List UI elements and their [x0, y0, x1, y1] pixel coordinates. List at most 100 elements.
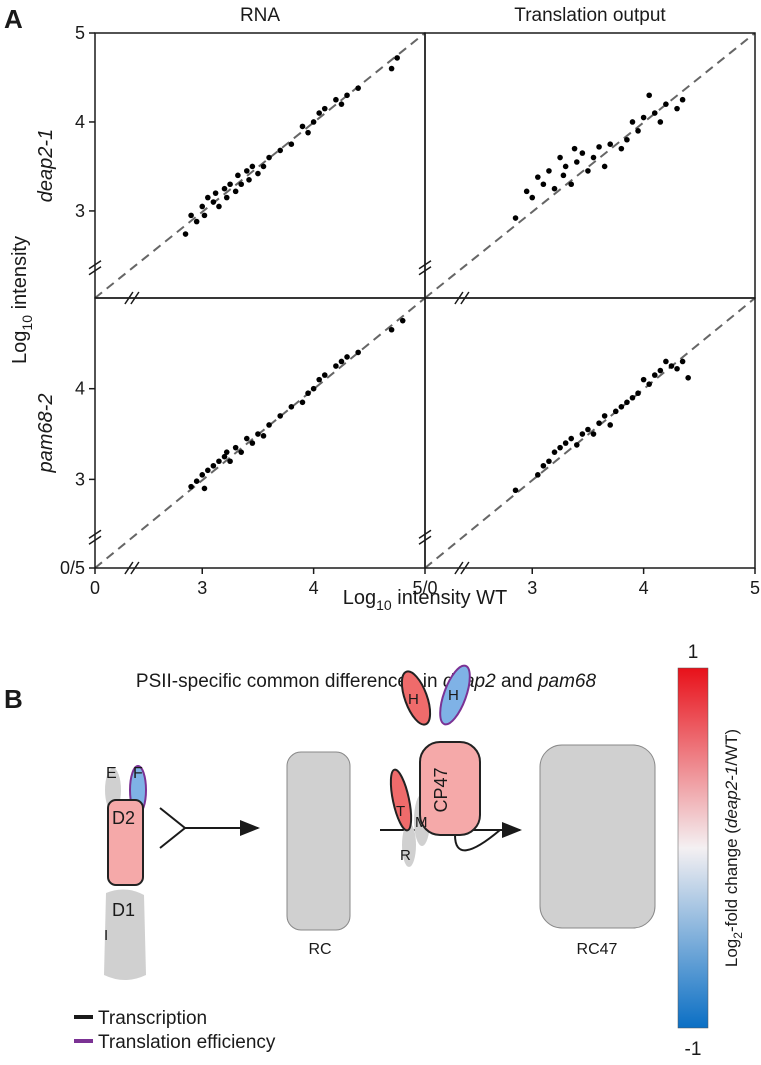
- point: [579, 431, 586, 437]
- point: [635, 128, 641, 134]
- axis-break: [130, 561, 140, 575]
- point: [571, 145, 578, 152]
- point: [238, 449, 245, 455]
- point: [310, 385, 317, 392]
- point: [607, 141, 614, 148]
- point: [199, 472, 206, 478]
- axis-break: [460, 561, 470, 575]
- subunit-cp47: [419, 741, 481, 836]
- node-label: H: [408, 691, 419, 708]
- node-label: F: [133, 765, 143, 782]
- node-label: D1: [112, 900, 135, 920]
- node-label: R: [400, 847, 411, 864]
- point: [668, 363, 675, 369]
- axis-break: [124, 561, 134, 575]
- axis-break: [418, 529, 432, 539]
- x-tick-label: 3: [197, 578, 207, 598]
- node-label: T: [396, 803, 405, 820]
- scatter-panel: 3 4 5 RNA deap2-1: [35, 5, 426, 305]
- node-label: H: [448, 687, 459, 704]
- point: [260, 163, 267, 170]
- point: [562, 163, 569, 170]
- point: [685, 375, 691, 381]
- colorbar-label: Log2-fold change (deap2-1/WT): [722, 729, 745, 967]
- point: [388, 326, 395, 333]
- node-label: CP47: [431, 767, 451, 812]
- point: [227, 181, 233, 188]
- point: [232, 188, 239, 195]
- point: [316, 376, 322, 383]
- subunit-h: [439, 664, 471, 726]
- point: [568, 435, 575, 442]
- point: [585, 168, 591, 174]
- point: [512, 487, 519, 494]
- node-label: I: [104, 927, 108, 944]
- node-label: M: [415, 814, 428, 831]
- colorbar-max: 1: [688, 642, 699, 663]
- point: [535, 174, 541, 180]
- point: [355, 85, 361, 91]
- axis-break: [88, 260, 102, 270]
- point: [305, 129, 311, 136]
- point: [316, 110, 322, 116]
- point: [624, 136, 630, 143]
- point: [618, 145, 625, 152]
- point: [238, 181, 245, 188]
- axis-break: [88, 529, 102, 539]
- point: [266, 422, 272, 428]
- point: [243, 435, 250, 442]
- y-tick-label: 4: [75, 112, 85, 132]
- scatter-panel: 3 4 5: [418, 297, 760, 598]
- point: [535, 472, 541, 478]
- point: [388, 65, 395, 72]
- point: [596, 144, 602, 150]
- point: [249, 440, 256, 446]
- point: [674, 105, 680, 112]
- y-tick-label: 5: [75, 23, 85, 43]
- point: [551, 185, 558, 192]
- point: [344, 92, 350, 99]
- y-tick-label: 4: [75, 379, 85, 399]
- y-tick-label: 3: [75, 469, 85, 489]
- point: [560, 172, 567, 179]
- x-axis-label: Log10 intensity WT: [343, 587, 508, 613]
- point: [663, 101, 669, 107]
- point: [540, 462, 547, 469]
- point: [679, 358, 686, 365]
- point: [394, 55, 400, 61]
- x-tick-label: 5: [750, 578, 760, 598]
- point: [646, 381, 652, 387]
- point: [399, 317, 406, 324]
- point: [310, 119, 317, 125]
- node-label: E: [106, 765, 117, 782]
- axis-break: [418, 266, 432, 276]
- point: [635, 390, 641, 397]
- identity-line: [94, 32, 426, 299]
- point: [210, 462, 217, 469]
- point: [590, 431, 597, 437]
- point: [277, 147, 284, 154]
- point: [612, 408, 619, 415]
- row-label: deap2-1: [35, 129, 57, 202]
- panel-title: RNA: [240, 5, 280, 26]
- y-tick-label: 0/5: [60, 558, 85, 578]
- x-tick-label: 3: [527, 578, 537, 598]
- point: [568, 181, 575, 188]
- point: [596, 420, 602, 426]
- point: [629, 119, 636, 125]
- point: [223, 449, 230, 455]
- arrow-curve: [454, 829, 501, 852]
- point: [266, 154, 272, 161]
- legend-label: Transcription: [98, 1008, 207, 1029]
- point: [338, 358, 345, 365]
- point: [529, 194, 536, 201]
- point: [601, 413, 608, 419]
- point: [260, 433, 267, 439]
- point: [573, 442, 580, 448]
- point: [512, 215, 519, 221]
- point: [216, 203, 222, 210]
- point: [321, 372, 328, 378]
- point: [333, 96, 339, 103]
- subunit-d1: [104, 889, 146, 980]
- subunit-h: [400, 670, 432, 726]
